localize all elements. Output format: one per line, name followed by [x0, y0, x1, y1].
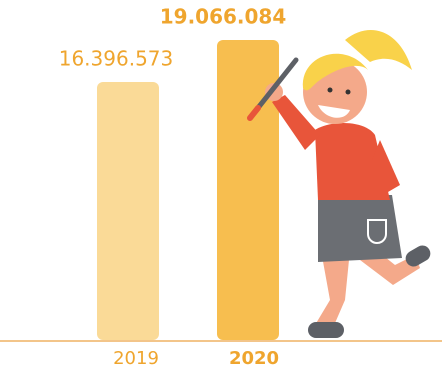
bar: [97, 82, 159, 340]
value-label: 16.396.573: [59, 47, 174, 71]
x-tick-label: 2019: [113, 348, 159, 369]
x-tick-label: 2020: [229, 348, 279, 369]
girl-illustration: [247, 30, 431, 338]
value-label: 19.066.084: [160, 5, 287, 29]
bar: [217, 40, 279, 340]
